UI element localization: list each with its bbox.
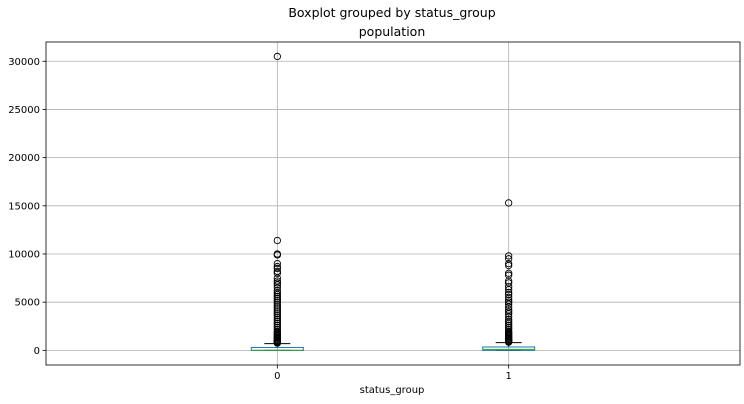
chart-suptitle: Boxplot grouped by status_group	[288, 5, 495, 20]
outlier-point	[505, 271, 513, 279]
outlier-point	[505, 308, 513, 316]
x-tick-label: 1	[505, 371, 511, 382]
outlier-point	[505, 315, 513, 324]
box-group-1	[482, 199, 536, 351]
outlier-point	[505, 298, 513, 306]
outlier-point	[273, 292, 281, 301]
box-group-0	[250, 52, 304, 351]
outlier-point	[505, 317, 513, 326]
outlier-point	[505, 288, 513, 297]
y-tick-label: 25000	[8, 105, 40, 116]
outlier-point	[505, 259, 513, 268]
outlier-point	[273, 236, 281, 245]
outlier-point	[273, 339, 281, 347]
outlier-point	[273, 52, 281, 61]
outlier-point	[505, 319, 513, 328]
x-axis-label: status_group	[360, 385, 425, 396]
outlier-point	[273, 288, 281, 297]
outlier-point	[273, 286, 281, 295]
y-tick-label: 5000	[15, 298, 40, 309]
outlier-point	[273, 298, 281, 306]
outlier-point	[273, 312, 281, 320]
y-tick-label: 0	[34, 346, 40, 357]
outlier-point	[273, 251, 281, 259]
outlier-point	[273, 290, 281, 299]
x-tick-label: 0	[274, 371, 280, 382]
outlier-point	[273, 315, 281, 324]
outlier-point	[505, 290, 513, 299]
outlier-point	[505, 300, 513, 308]
outlier-point	[505, 277, 513, 285]
y-tick-label: 10000	[8, 249, 40, 260]
box-iqr	[482, 346, 536, 351]
outlier-point	[505, 199, 513, 207]
y-tick-label: 20000	[8, 153, 40, 164]
outlier-point	[273, 264, 281, 273]
outlier-point	[505, 261, 513, 270]
outlier-point	[505, 269, 513, 277]
outlier-point	[273, 279, 281, 287]
outlier-point	[273, 302, 281, 310]
grid-layer	[46, 42, 740, 365]
y-tick-label: 15000	[8, 201, 40, 212]
outlier-point	[273, 304, 281, 312]
y-tick-label: 30000	[8, 57, 40, 68]
outlier-point	[505, 283, 513, 291]
outlier-point	[273, 259, 281, 268]
outlier-point	[273, 313, 281, 322]
outlier-point	[273, 296, 281, 304]
outlier-point	[505, 338, 513, 346]
outlier-point	[273, 306, 281, 314]
chart-title: population	[359, 24, 426, 39]
outlier-point	[273, 319, 281, 328]
outlier-point	[273, 310, 281, 318]
outlier-point	[273, 300, 281, 308]
outlier-point	[273, 317, 281, 326]
plot-frame	[45, 41, 741, 366]
outlier-point	[273, 281, 281, 289]
outlier-point	[505, 285, 513, 294]
axis-layer: 0 5000 10000 15000 20000 25000 30000 0 1	[8, 57, 512, 382]
outlier-point	[505, 310, 513, 318]
outlier-point	[273, 294, 281, 302]
outlier-point	[273, 308, 281, 316]
box-layer	[250, 52, 536, 351]
outlier-point	[505, 252, 513, 260]
outlier-point	[273, 269, 281, 277]
